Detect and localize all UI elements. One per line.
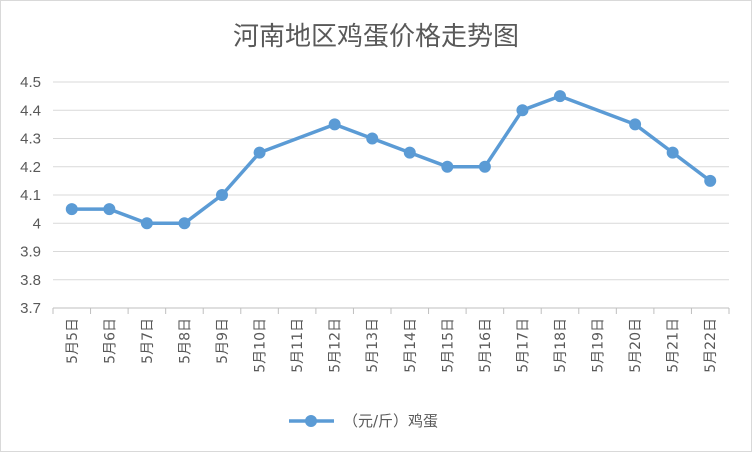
x-tick-label: 5月11日: [290, 318, 306, 373]
gridlines: [53, 81, 729, 309]
y-tick-label: 3.7: [20, 300, 41, 317]
x-tick-label: 5月12日: [328, 318, 344, 373]
y-tick-label: 4.4: [20, 102, 41, 119]
y-tick-label: 4.2: [20, 159, 41, 176]
x-tick-label: 5月8日: [177, 318, 193, 364]
x-tick-label: 5月20日: [628, 318, 644, 373]
data-point: [516, 104, 529, 117]
data-point: [629, 118, 642, 131]
data-point: [704, 174, 717, 187]
x-tick-label: 5月19日: [591, 318, 607, 373]
x-tick-label: 5月15日: [440, 318, 456, 373]
y-tick-label: 4.5: [20, 74, 41, 91]
x-axis: 5月5日 5月6日 5月7日 5月8日 5月9日 5月10日 5月11日 5月12日 5月13日…: [52, 307, 730, 373]
x-tick-label: 5月21日: [666, 318, 682, 373]
data-point: [403, 146, 416, 159]
data-point: [666, 146, 679, 159]
x-tick-label: 5月14日: [403, 318, 419, 373]
y-axis-ticks: 3.7 3.8 3.9 4 4.1 4.2 4.3 4.4 4.5: [20, 74, 41, 317]
legend: （元/斤）鸡蛋: [289, 412, 438, 430]
legend-swatch-marker: [305, 415, 317, 427]
x-tick-label: 5月9日: [215, 318, 231, 364]
x-tick-label: 5月13日: [365, 318, 381, 373]
y-tick-label: 3.8: [20, 272, 41, 289]
y-tick-label: 3.9: [20, 244, 41, 261]
data-point: [216, 189, 228, 201]
y-tick-label: 4.1: [20, 187, 41, 204]
data-point: [441, 160, 454, 173]
x-tick-label: 5月6日: [102, 318, 118, 364]
data-point: [328, 118, 341, 131]
chart-title: 河南地区鸡蛋价格走势图: [233, 22, 519, 52]
legend-label: （元/斤）鸡蛋: [343, 412, 438, 430]
x-tick-label: 5月5日: [65, 318, 81, 364]
x-tick-label: 5月7日: [140, 318, 156, 364]
x-tick-label: 5月17日: [515, 318, 531, 373]
y-tick-label: 4: [33, 215, 41, 232]
data-point: [178, 217, 191, 230]
data-point: [140, 217, 153, 230]
x-tick-label: 5月16日: [478, 318, 494, 373]
data-point: [478, 160, 491, 173]
series-line: [70, 94, 712, 226]
series-layer: [65, 90, 717, 230]
x-tick-label: 5月18日: [553, 318, 569, 373]
data-point: [366, 132, 379, 145]
data-point: [65, 203, 78, 216]
y-tick-label: 4.3: [20, 131, 41, 148]
x-tick-label: 5月22日: [703, 318, 719, 373]
data-point: [103, 203, 116, 216]
data-point: [554, 90, 566, 103]
x-tick-label: 5月10日: [253, 318, 269, 373]
data-point: [253, 146, 266, 159]
